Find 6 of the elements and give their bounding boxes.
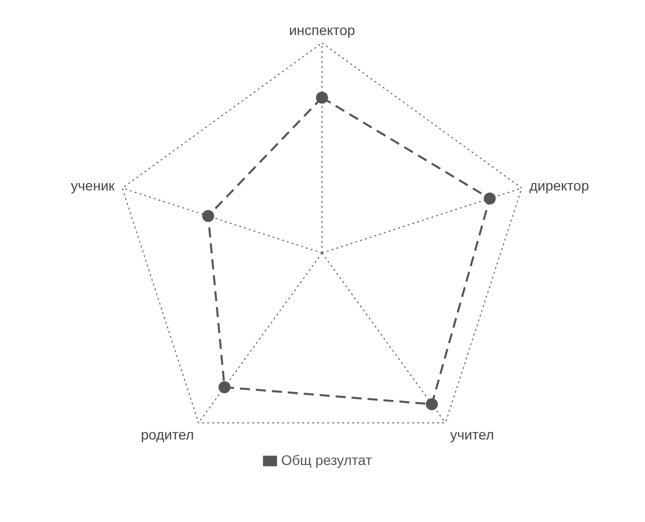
legend-label: Общ резултат — [281, 452, 372, 468]
spoke-label: ученик — [70, 178, 116, 194]
spoke-label: учител — [450, 426, 494, 442]
spoke-label: директор — [529, 178, 590, 194]
spoke-label: родител — [140, 426, 194, 442]
spoke-label: инспектор — [288, 22, 356, 38]
